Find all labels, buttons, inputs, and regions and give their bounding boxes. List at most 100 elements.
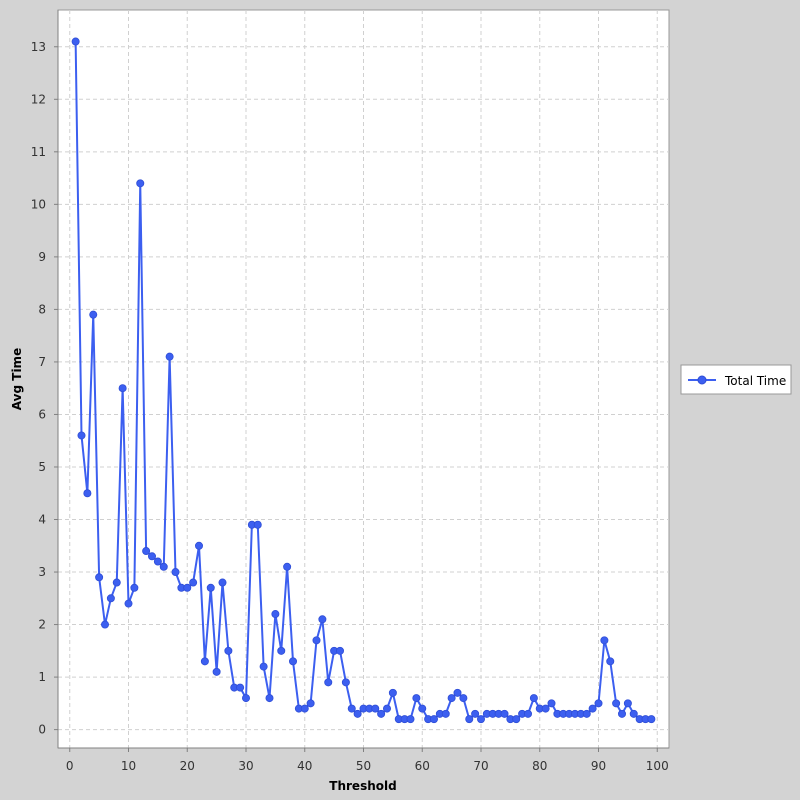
data-point	[600, 636, 609, 645]
data-point	[218, 578, 227, 587]
data-point	[388, 688, 397, 697]
y-tick-label: 2	[38, 618, 46, 632]
data-point	[465, 715, 474, 724]
data-point	[623, 699, 632, 708]
x-tick-label: 20	[180, 759, 195, 773]
data-point	[189, 578, 198, 587]
data-point	[353, 709, 362, 718]
x-tick-label: 30	[238, 759, 253, 773]
y-tick-label: 12	[31, 92, 46, 106]
y-tick-label: 13	[31, 40, 46, 54]
data-point	[406, 715, 415, 724]
data-point	[582, 709, 591, 718]
legend-label: Total Time	[724, 374, 786, 388]
data-point	[459, 694, 468, 703]
data-point	[335, 646, 344, 655]
data-point	[476, 715, 485, 724]
data-point	[236, 683, 245, 692]
data-point	[429, 715, 438, 724]
data-point	[283, 562, 292, 571]
plot-area	[57, 9, 670, 749]
data-point	[83, 489, 92, 498]
data-point	[277, 646, 286, 655]
data-point	[547, 699, 556, 708]
data-point	[324, 678, 333, 687]
series-layer	[71, 37, 656, 724]
data-point	[130, 583, 139, 592]
y-tick-label: 1	[38, 670, 46, 684]
data-point	[89, 310, 98, 319]
x-tick-label: 80	[532, 759, 547, 773]
y-tick-label: 0	[38, 723, 46, 737]
legend-marker	[697, 375, 707, 385]
data-point	[312, 636, 321, 645]
data-point	[447, 694, 456, 703]
y-tick-label: 4	[38, 513, 46, 527]
data-point	[253, 520, 262, 529]
data-point	[224, 646, 233, 655]
data-point	[341, 678, 350, 687]
data-point	[612, 699, 621, 708]
data-point	[171, 568, 180, 577]
data-point	[471, 709, 480, 718]
data-point	[412, 694, 421, 703]
data-point	[441, 709, 450, 718]
data-point	[347, 704, 356, 713]
data-point	[377, 709, 386, 718]
data-point	[206, 583, 215, 592]
legend: Total Time	[680, 364, 792, 395]
x-tick-label: 100	[646, 759, 669, 773]
data-point	[500, 709, 509, 718]
data-point	[524, 709, 533, 718]
data-point	[418, 704, 427, 713]
data-point	[629, 709, 638, 718]
x-tick-label: 70	[473, 759, 488, 773]
data-point	[147, 552, 156, 561]
data-point	[112, 578, 121, 587]
data-point	[259, 662, 268, 671]
data-point	[529, 694, 538, 703]
data-point	[124, 599, 133, 608]
data-point	[165, 352, 174, 361]
y-tick-label: 3	[38, 565, 46, 579]
data-point	[212, 667, 221, 676]
data-point	[647, 715, 656, 724]
data-point	[194, 541, 203, 550]
x-tick-label: 90	[591, 759, 606, 773]
grid	[58, 10, 669, 748]
data-point	[541, 704, 550, 713]
x-tick-label: 0	[66, 759, 74, 773]
data-point	[382, 704, 391, 713]
data-point	[118, 384, 127, 393]
y-tick-label: 5	[38, 460, 46, 474]
y-tick-label: 11	[31, 145, 46, 159]
data-point	[153, 557, 162, 566]
data-point	[200, 657, 209, 666]
data-point	[453, 688, 462, 697]
data-point	[77, 431, 86, 440]
y-tick-label: 9	[38, 250, 46, 264]
y-axis-title: Avg Time	[10, 348, 24, 410]
y-tick-label: 6	[38, 407, 46, 421]
x-axis-title: Threshold	[329, 779, 396, 793]
data-point	[71, 37, 80, 46]
data-point	[95, 573, 104, 582]
data-point	[306, 699, 315, 708]
x-tick-label: 10	[121, 759, 136, 773]
y-tick-label: 10	[31, 197, 46, 211]
x-tick-label: 60	[415, 759, 430, 773]
data-point	[588, 704, 597, 713]
data-point	[371, 704, 380, 713]
data-point	[271, 610, 280, 619]
data-point	[101, 620, 110, 629]
data-point	[142, 547, 151, 556]
data-point	[183, 583, 192, 592]
data-point	[106, 594, 115, 603]
data-point	[318, 615, 327, 624]
y-tick-label: 7	[38, 355, 46, 369]
data-point	[512, 715, 521, 724]
x-tick-label: 40	[297, 759, 312, 773]
data-point	[606, 657, 615, 666]
